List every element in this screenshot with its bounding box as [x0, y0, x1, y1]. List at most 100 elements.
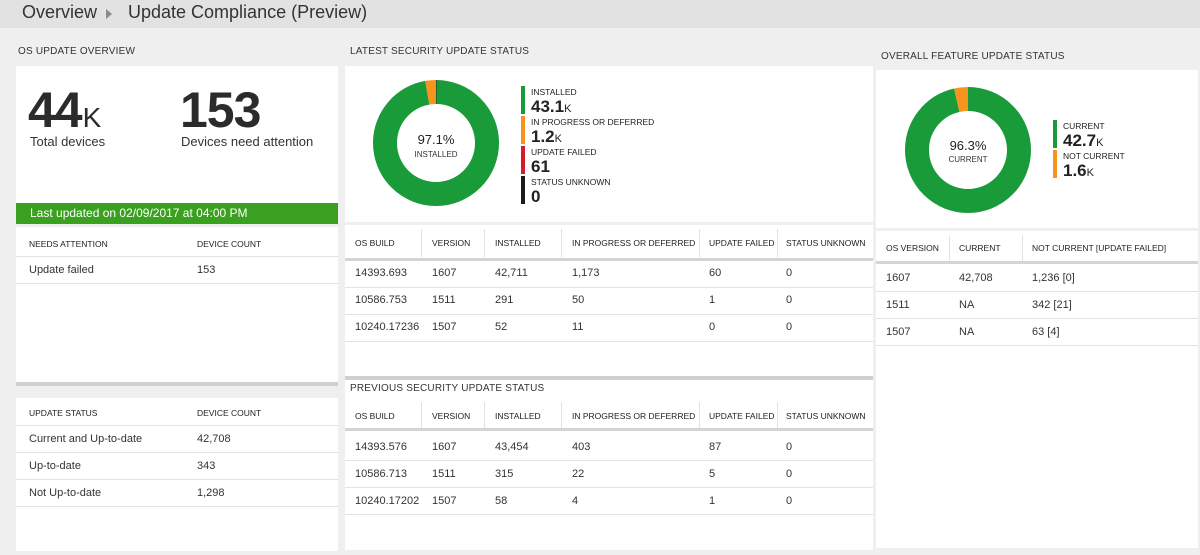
table-cell[interactable]: Update failed	[29, 264, 94, 276]
table-cell: 315	[495, 468, 514, 480]
table-cell: 1,173	[572, 267, 600, 279]
table-cell: 1607	[432, 267, 457, 279]
legend-value: 1.6K	[1063, 161, 1094, 180]
legend-swatch	[521, 116, 525, 144]
col-header[interactable]: DEVICE COUNT	[197, 239, 262, 249]
col-header[interactable]: OS VERSION	[886, 243, 939, 253]
table-cell: 1507	[432, 321, 457, 333]
table-cell: 42,708	[959, 272, 993, 284]
legend-label: CURRENT	[1063, 121, 1105, 131]
table-cell: 60	[709, 267, 722, 279]
col-header[interactable]: VERSION	[432, 411, 471, 421]
col-header[interactable]: UPDATE STATUS	[29, 408, 98, 418]
table-cell: 4	[572, 495, 579, 507]
table-cell: 58	[495, 495, 508, 507]
table-cell[interactable]: 10240.17236	[355, 321, 420, 333]
col-header[interactable]: STATUS UNKNOWN	[786, 411, 866, 421]
attention-devices-caption: Devices need attention	[181, 134, 314, 149]
table-cell[interactable]: 10586.713	[355, 468, 407, 480]
donut-slice[interactable]	[373, 80, 499, 206]
legend-label: INSTALLED	[531, 87, 577, 97]
col-header[interactable]: DEVICE COUNT	[197, 408, 262, 418]
feature-donut-chart	[905, 87, 1031, 213]
table-cell[interactable]: 10586.753	[355, 294, 407, 306]
table-cell: 0	[786, 495, 793, 507]
table-cell: 1511	[432, 294, 456, 306]
legend-value: 1.2K	[531, 127, 562, 146]
legend-value: 0	[531, 187, 541, 206]
table-cell: 343	[197, 460, 216, 472]
col-header[interactable]: INSTALLED	[495, 411, 541, 421]
table-cell: 52	[495, 321, 508, 333]
table-cell: 342 [21]	[1032, 299, 1072, 311]
latest-security-table: OS BUILD VERSION INSTALLED IN PROGRESS O…	[345, 225, 873, 377]
col-header[interactable]: CURRENT	[959, 243, 1001, 253]
latest-donut-pct: 97.1%	[417, 132, 455, 147]
table-cell[interactable]: Up-to-date	[29, 460, 81, 472]
latest-donut-label: INSTALLED	[414, 150, 458, 159]
os-overview-title: OS UPDATE OVERVIEW	[18, 46, 136, 57]
table-cell[interactable]: Not Up-to-date	[29, 487, 102, 499]
total-devices-value: 44K	[28, 82, 101, 138]
legend-value: 61	[531, 157, 550, 176]
update-status-table: UPDATE STATUS DEVICE COUNT Current and U…	[16, 398, 338, 551]
table-cell[interactable]: 1511	[886, 299, 910, 311]
table-cell: 0	[786, 321, 793, 333]
breadcrumb-bar: Overview Update Compliance (Preview)	[0, 0, 1200, 28]
legend-value: 43.1K	[531, 97, 572, 116]
col-header[interactable]: UPDATE FAILED	[709, 238, 775, 248]
col-header[interactable]: VERSION	[432, 238, 471, 248]
table-cell: 43,454	[495, 441, 529, 453]
table-cell: 87	[709, 441, 722, 453]
feature-donut-label: CURRENT	[948, 155, 988, 164]
table-cell: 22	[572, 468, 585, 480]
col-header[interactable]: NOT CURRENT [UPDATE FAILED]	[1032, 243, 1167, 253]
needs-attention-table: NEEDS ATTENTION DEVICE COUNT Update fail…	[16, 227, 338, 382]
col-header[interactable]: NEEDS ATTENTION	[29, 239, 108, 249]
table-cell: 1	[709, 495, 716, 507]
table-cell: 0	[709, 321, 716, 333]
page-title: Update Compliance (Preview)	[128, 2, 368, 22]
col-header[interactable]: UPDATE FAILED	[709, 411, 775, 421]
table-cell[interactable]: 14393.576	[355, 441, 407, 453]
feature-donut-pct: 96.3%	[949, 138, 987, 153]
os-overview-tile[interactable]: 44K Total devices 153 Devices need atten…	[16, 66, 338, 224]
table-cell: 1,298	[197, 487, 225, 499]
legend-label: NOT CURRENT	[1063, 151, 1125, 161]
legend-value: 42.7K	[1063, 131, 1104, 150]
table-cell: 291	[495, 294, 514, 306]
col-header[interactable]: OS BUILD	[355, 238, 395, 248]
col-header[interactable]: IN PROGRESS OR DEFERRED	[572, 238, 696, 248]
legend-label: UPDATE FAILED	[531, 147, 597, 157]
feature-update-table: OS VERSION CURRENT NOT CURRENT [UPDATE F…	[876, 231, 1198, 548]
table-cell[interactable]: 14393.693	[355, 267, 407, 279]
latest-security-tile[interactable]: 97.1% INSTALLED INSTALLED 43.1K IN PROGR…	[345, 66, 873, 222]
table-cell[interactable]: Current and Up-to-date	[29, 433, 143, 445]
table-cell: 0	[786, 468, 793, 480]
col-header[interactable]: OS BUILD	[355, 411, 395, 421]
total-devices-caption: Total devices	[30, 134, 106, 149]
chevron-right-icon	[106, 9, 112, 19]
feature-update-tile[interactable]: 96.3% CURRENT CURRENT 42.7K NOT CURRENT …	[876, 70, 1198, 228]
breadcrumb-overview[interactable]: Overview	[22, 2, 98, 22]
col-header[interactable]: INSTALLED	[495, 238, 541, 248]
col-header[interactable]: STATUS UNKNOWN	[786, 238, 866, 248]
table-cell: 50	[572, 294, 585, 306]
table-cell[interactable]: 1507	[886, 326, 911, 338]
table-cell: 11	[572, 321, 584, 333]
table-cell: 0	[786, 294, 793, 306]
table-cell[interactable]: 10240.17202	[355, 495, 420, 507]
table-cell: 1	[709, 294, 716, 306]
table-cell[interactable]: 1607	[886, 272, 911, 284]
legend-swatch	[1053, 150, 1057, 178]
col-header[interactable]: IN PROGRESS OR DEFERRED	[572, 411, 696, 421]
previous-security-table: PREVIOUS SECURITY UPDATE STATUS OS BUILD…	[345, 380, 873, 550]
legend-swatch	[521, 146, 525, 174]
latest-donut-chart	[373, 80, 499, 206]
previous-security-title: PREVIOUS SECURITY UPDATE STATUS	[350, 383, 545, 394]
table-cell: 0	[786, 441, 793, 453]
table-cell: 1507	[432, 495, 457, 507]
divider	[345, 376, 873, 380]
legend-label: IN PROGRESS OR DEFERRED	[531, 117, 655, 127]
donut-slice[interactable]	[905, 87, 1031, 213]
